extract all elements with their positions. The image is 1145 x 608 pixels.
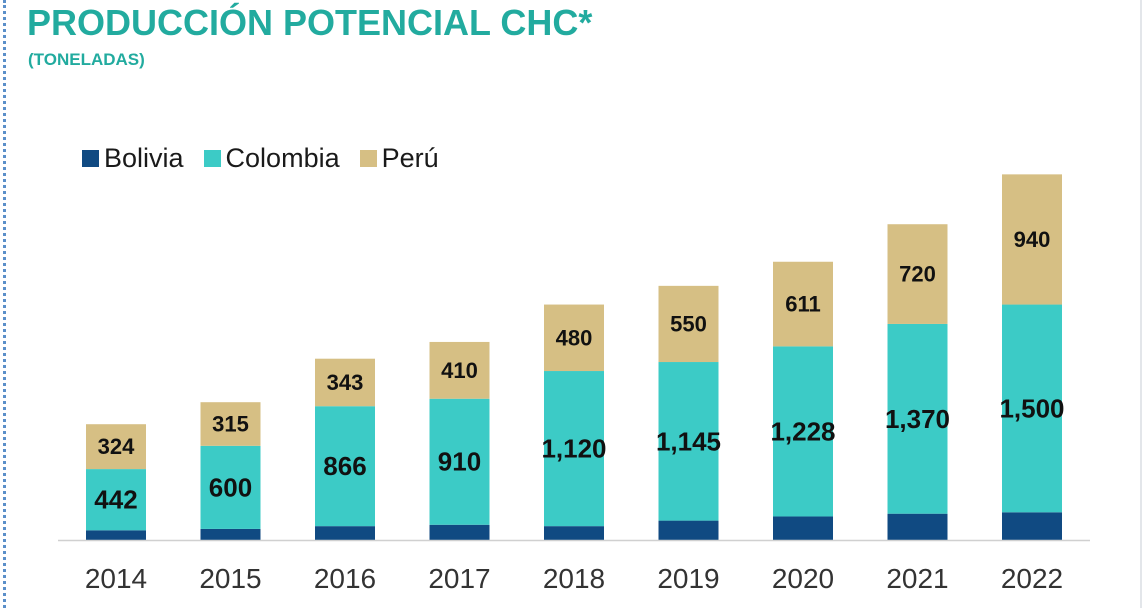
bar-bolivia-2017 xyxy=(429,524,490,540)
bar-colombia-2020 xyxy=(773,346,833,517)
x-tick-label-2016: 2016 xyxy=(314,563,376,594)
bar-bolivia-2020 xyxy=(773,516,833,540)
bar-peru-2014 xyxy=(86,424,146,470)
legend: Bolivia Colombia Perú xyxy=(82,143,459,174)
legend-label-bolivia: Bolivia xyxy=(104,143,184,173)
bar-colombia-2019 xyxy=(658,362,719,521)
bar-bolivia-2015 xyxy=(200,528,261,540)
bar-colombia-2018 xyxy=(544,371,604,527)
legend-item-peru: Perú xyxy=(359,143,439,174)
x-tick-label-2020: 2020 xyxy=(772,563,834,594)
bar-peru-2021 xyxy=(887,224,948,324)
data-label-peru-2017: 410 xyxy=(441,358,478,383)
bar-bolivia-2022 xyxy=(1002,512,1062,540)
data-label-colombia-2016: 866 xyxy=(323,451,366,481)
data-label-colombia-2018: 1,120 xyxy=(541,434,606,464)
data-label-peru-2018: 480 xyxy=(556,325,593,350)
data-label-colombia-2021: 1,370 xyxy=(885,404,950,434)
data-label-peru-2022: 940 xyxy=(1014,227,1051,252)
legend-label-colombia: Colombia xyxy=(225,143,340,173)
legend-swatch-colombia xyxy=(203,150,221,167)
bar-bolivia-2014 xyxy=(86,530,146,540)
legend-item-bolivia: Bolivia xyxy=(82,143,184,174)
legend-swatch-bolivia xyxy=(82,150,99,167)
data-label-peru-2014: 324 xyxy=(98,434,135,459)
frame-left-border xyxy=(3,0,6,608)
chart-title: PRODUCCIÓN POTENCIAL CHC* xyxy=(27,2,593,43)
data-label-peru-2019: 550 xyxy=(670,311,707,336)
data-label-peru-2015: 315 xyxy=(212,412,249,437)
data-label-colombia-2022: 1,500 xyxy=(999,393,1064,423)
bar-colombia-2014 xyxy=(86,469,146,531)
x-tick-label-2014: 2014 xyxy=(85,563,147,594)
bar-bolivia-2018 xyxy=(544,526,604,540)
bar-peru-2019 xyxy=(658,285,719,363)
legend-item-colombia: Colombia xyxy=(203,143,340,174)
bar-peru-2017 xyxy=(429,341,490,399)
data-label-peru-2016: 343 xyxy=(327,370,364,395)
legend-label-peru: Perú xyxy=(381,143,439,173)
bar-bolivia-2019 xyxy=(658,520,719,540)
bar-bolivia-2016 xyxy=(315,526,375,540)
data-label-peru-2021: 720 xyxy=(899,262,936,287)
bar-peru-2016 xyxy=(315,358,375,407)
bar-bolivia-2021 xyxy=(887,513,948,540)
data-label-colombia-2015: 600 xyxy=(209,472,252,502)
data-label-colombia-2014: 442 xyxy=(94,485,137,515)
bar-colombia-2022 xyxy=(1002,304,1062,513)
bar-peru-2018 xyxy=(544,304,604,372)
frame-right-border xyxy=(1140,0,1142,608)
data-label-peru-2020: 611 xyxy=(785,292,821,317)
x-tick-label-2019: 2019 xyxy=(657,563,719,594)
bar-colombia-2015 xyxy=(200,445,261,529)
x-tick-label-2022: 2022 xyxy=(1001,563,1063,594)
x-tick-label-2021: 2021 xyxy=(886,563,948,594)
bar-colombia-2016 xyxy=(315,406,375,527)
bar-colombia-2021 xyxy=(887,323,948,514)
data-label-colombia-2017: 910 xyxy=(438,447,481,477)
x-tick-label-2017: 2017 xyxy=(428,563,490,594)
bar-peru-2022 xyxy=(1002,174,1062,305)
chart-subtitle: (TONELADAS) xyxy=(28,50,145,69)
bar-peru-2015 xyxy=(200,402,261,446)
bar-peru-2020 xyxy=(773,261,833,347)
x-tick-label-2015: 2015 xyxy=(199,563,261,594)
legend-swatch-peru xyxy=(359,150,377,167)
bar-colombia-2017 xyxy=(429,398,490,525)
data-label-colombia-2019: 1,145 xyxy=(656,426,721,456)
data-label-colombia-2020: 1,228 xyxy=(770,416,835,446)
x-tick-label-2018: 2018 xyxy=(543,563,605,594)
